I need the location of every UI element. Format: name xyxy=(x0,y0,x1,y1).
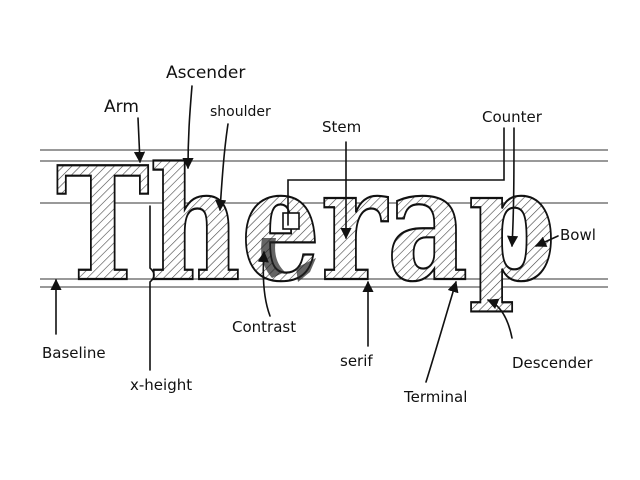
label-counter: Counter xyxy=(482,108,543,126)
shoulder-arrow xyxy=(215,123,229,212)
label-baseline: Baseline xyxy=(42,344,106,362)
counter-arrow-2 xyxy=(506,127,519,248)
annotation-arrows xyxy=(50,85,559,383)
contrast-arrow xyxy=(257,250,271,317)
label-contrast: Contrast xyxy=(232,318,296,336)
x-height-bracket xyxy=(149,205,155,371)
arm-arrow xyxy=(133,117,146,164)
label-shoulder: shoulder xyxy=(210,104,271,120)
label-arm: Arm xyxy=(104,97,139,117)
counter-marker xyxy=(282,212,300,230)
label-x-height: x-height xyxy=(130,376,192,394)
label-descender: Descender xyxy=(512,354,593,372)
contrast-shading-tail xyxy=(296,258,316,282)
label-stem: Stem xyxy=(322,118,361,136)
bowl-arrow xyxy=(534,235,559,247)
label-ascender: Ascender xyxy=(166,63,245,83)
label-serif: serif xyxy=(340,352,373,370)
label-bowl: Bowl xyxy=(560,226,596,244)
terminal-arrow xyxy=(425,280,459,383)
contrast-shading xyxy=(261,238,285,278)
labels: Arm Ascender shoulder Stem Counter Bowl … xyxy=(42,63,596,406)
ascender-arrow xyxy=(182,85,194,170)
label-terminal: Terminal xyxy=(403,388,467,406)
counter-arrow-1 xyxy=(287,127,505,226)
descender-arrow xyxy=(486,298,513,339)
specimen-word: Therap xyxy=(56,133,556,316)
